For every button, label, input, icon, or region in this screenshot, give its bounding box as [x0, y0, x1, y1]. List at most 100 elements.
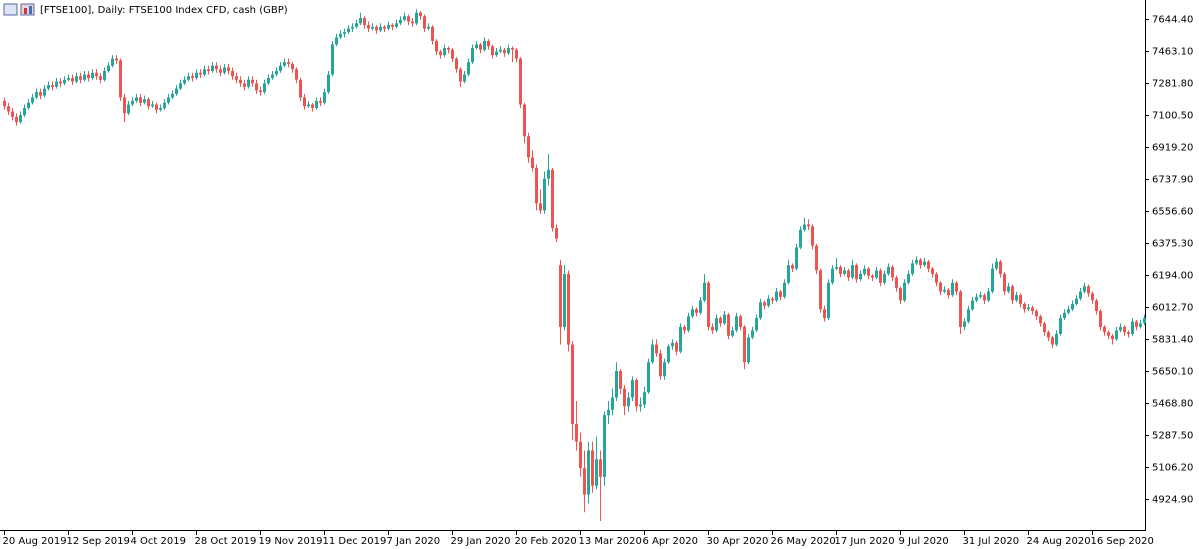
candle-body [1087, 286, 1090, 294]
candle-body [583, 468, 586, 495]
candle-body [371, 26, 374, 29]
candle-body [171, 93, 174, 98]
x-tick-label: 9 Jul 2020 [899, 536, 949, 547]
candle-body [319, 100, 322, 103]
candle-body [711, 326, 714, 331]
candle-body [539, 203, 542, 211]
candle-body [7, 106, 10, 112]
candle-body [847, 270, 850, 278]
candle-body [435, 40, 438, 52]
candle-body [979, 295, 982, 297]
title-icons [3, 3, 35, 16]
candle-body [95, 72, 98, 77]
candle-body [519, 58, 522, 105]
candle-body [123, 97, 126, 114]
candle-body [1111, 335, 1114, 340]
candle-body [419, 12, 422, 17]
candle-body [727, 314, 730, 336]
candle-body [287, 62, 290, 64]
candle-body [719, 318, 722, 324]
candle-body [1115, 330, 1118, 340]
candle-body [195, 72, 198, 79]
candle-body [939, 282, 942, 292]
candle-body [579, 441, 582, 469]
candle-body [391, 25, 394, 27]
candle-body [83, 74, 86, 80]
candle-body [875, 270, 878, 278]
candle-body [635, 379, 638, 407]
candle-body [651, 344, 654, 363]
candle-body [231, 70, 234, 77]
candle-body [683, 326, 686, 331]
x-tick-label: 7 Jan 2020 [387, 536, 441, 547]
x-tick-label: 11 Dec 2019 [323, 536, 387, 547]
candle-body [771, 298, 774, 301]
candle-body [895, 277, 898, 289]
candle-body [811, 226, 814, 246]
candle-body [983, 295, 986, 301]
candle-body [1127, 332, 1130, 334]
candle-body [887, 266, 890, 274]
candle-body [799, 229, 802, 248]
candle-body [103, 70, 106, 80]
y-tick-label: 5287.50 [1152, 431, 1193, 442]
candle-body [779, 291, 782, 297]
candle-body [1011, 286, 1014, 301]
candle-body [447, 48, 450, 50]
candle-body [927, 261, 930, 269]
candle-body [143, 99, 146, 103]
candle-body [1135, 321, 1138, 327]
candle-body [323, 92, 326, 103]
y-tick-label: 7644.40 [1152, 15, 1193, 26]
candle-body [679, 326, 682, 352]
candle-body [739, 316, 742, 327]
candle-body [851, 265, 854, 278]
candle-body [599, 459, 602, 477]
candle-body [347, 28, 350, 33]
candle-body [99, 76, 102, 80]
candle-body [935, 273, 938, 283]
candle-body [659, 353, 662, 377]
candle-body [311, 104, 314, 109]
y-tick-label: 6919.20 [1152, 143, 1193, 154]
candle-body [1051, 337, 1054, 345]
candle-body [899, 288, 902, 301]
candle-body [759, 302, 762, 319]
candle-body [15, 116, 18, 123]
candle-body [627, 397, 630, 407]
candle-body [879, 270, 882, 283]
candle-body [187, 76, 190, 80]
candle-body [575, 423, 578, 442]
candle-body [399, 19, 402, 24]
y-tick-label: 6556.60 [1152, 207, 1193, 218]
candle-body [871, 275, 874, 278]
x-tick-label: 6 Apr 2020 [643, 536, 698, 547]
candle-body [551, 169, 554, 229]
candle-body [531, 157, 534, 169]
candle-body [1015, 295, 1018, 301]
candle-body [687, 316, 690, 331]
y-tick-label: 5106.20 [1152, 463, 1193, 474]
candle-body [991, 268, 994, 292]
candle-body [303, 97, 306, 107]
candle-body [343, 32, 346, 34]
candle-body [375, 26, 378, 31]
candle-body [1035, 311, 1038, 317]
candle-body [387, 25, 390, 29]
candle-body [1119, 326, 1122, 331]
candle-body [1139, 323, 1142, 327]
candle-body [883, 273, 886, 283]
candle-body [1075, 298, 1078, 304]
candle-body [151, 104, 154, 107]
y-tick-label: 7281.80 [1152, 79, 1193, 90]
candle-body [783, 282, 786, 297]
candle-body [359, 18, 362, 24]
candle-body [295, 69, 298, 80]
candle-body [183, 79, 186, 84]
candle-body [455, 58, 458, 70]
candle-body [691, 309, 694, 317]
candle-body [67, 78, 70, 80]
candle-body [207, 69, 210, 71]
candle-body [383, 26, 386, 29]
